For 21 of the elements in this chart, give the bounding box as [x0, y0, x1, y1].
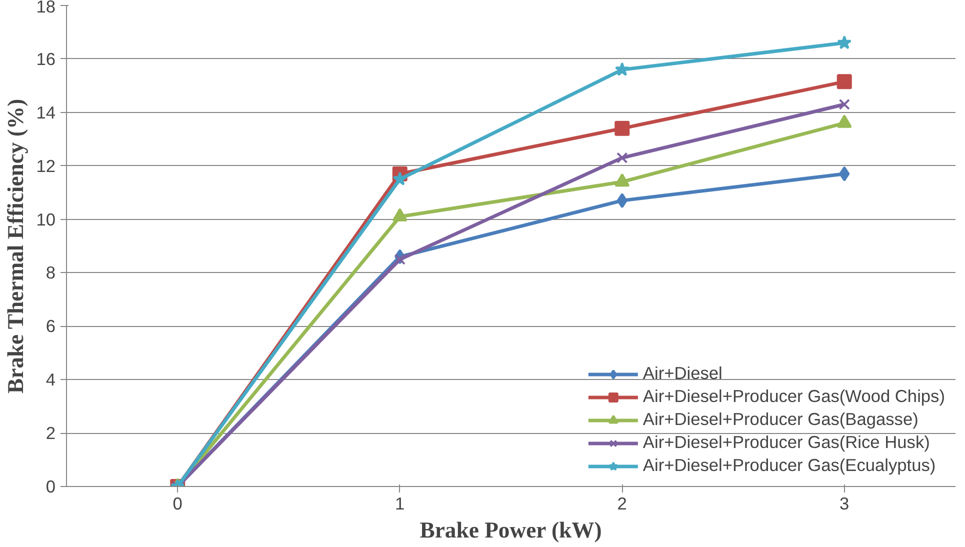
x-axis-title: Brake Power (kW) [420, 518, 602, 542]
x-tick-label: 0 [172, 494, 182, 514]
y-tick-label: 0 [46, 476, 56, 496]
y-axis-title: Brake Thermal Efficiency (%) [3, 98, 28, 394]
legend-label: Air+Diesel [642, 363, 722, 384]
x-tick-label: 2 [617, 494, 627, 514]
y-tick-label: 10 [36, 209, 56, 230]
x-tick-label: 3 [840, 494, 850, 514]
legend-label: Air+Diesel+Producer Gas(Wood Chips) [642, 386, 945, 407]
y-tick-label: 8 [46, 262, 56, 283]
y-tick-label: 12 [36, 156, 56, 176]
y-tick-label: 2 [46, 423, 56, 444]
legend-label: Air+Diesel+Producer Gas(Bagasse) [642, 409, 918, 430]
legend-label: Air+Diesel+Producer Gas(Ecualyptus) [642, 455, 936, 476]
y-tick-label: 16 [36, 48, 56, 69]
y-tick-label: 6 [46, 316, 56, 336]
x-tick-label: 1 [395, 494, 405, 514]
y-tick-label: 4 [46, 370, 56, 390]
y-tick-label: 18 [36, 0, 56, 16]
y-tick-label: 14 [36, 102, 56, 122]
legend-label: Air+Diesel+Producer Gas(Rice Husk) [642, 432, 930, 453]
